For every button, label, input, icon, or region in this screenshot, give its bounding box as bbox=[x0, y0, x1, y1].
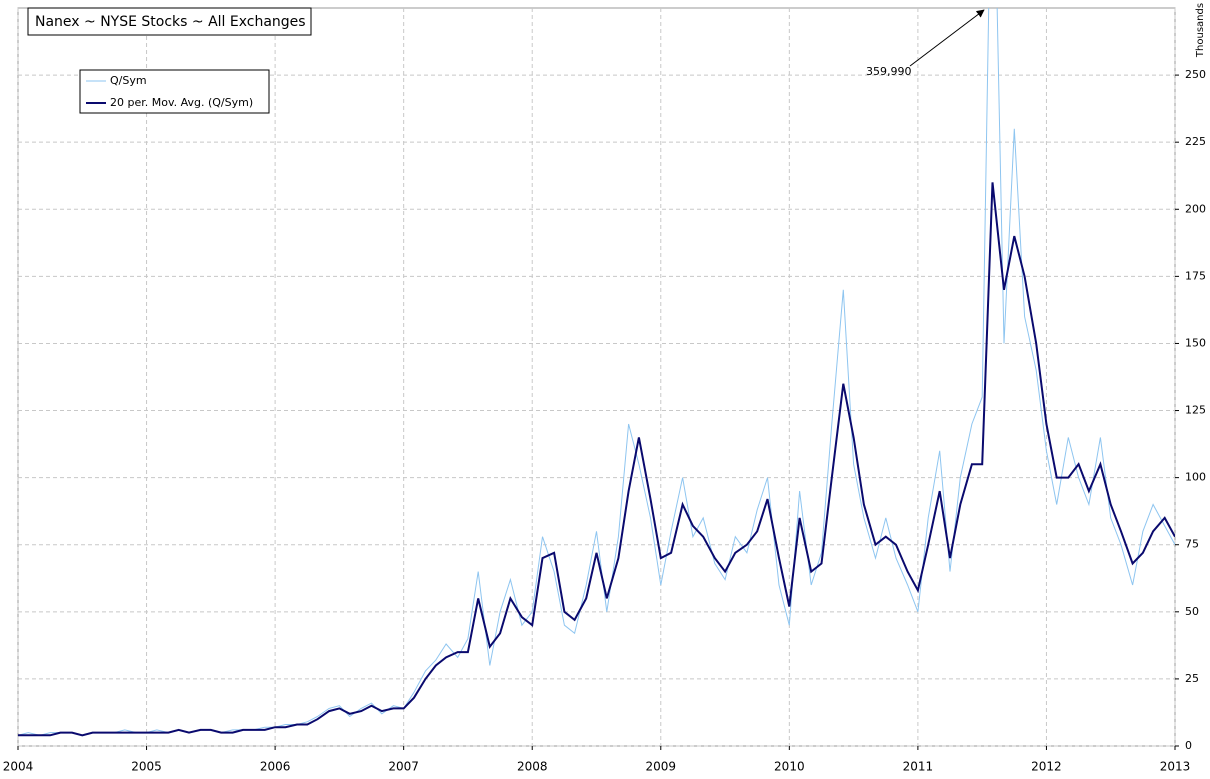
y-tick-label: 125 bbox=[1185, 404, 1206, 417]
x-tick-label: 2004 bbox=[3, 760, 34, 774]
x-tick-label: 2008 bbox=[517, 760, 548, 774]
annotation-arrow bbox=[909, 9, 985, 67]
y-tick-label: 25 bbox=[1185, 672, 1199, 685]
legend bbox=[79, 69, 270, 114]
y-tick-label: 200 bbox=[1185, 202, 1206, 215]
y-tick-label: 175 bbox=[1185, 269, 1206, 282]
y-tick-label: 250 bbox=[1185, 68, 1206, 81]
x-tick-label: 2013 bbox=[1160, 760, 1191, 774]
y-tick-label: 150 bbox=[1185, 336, 1206, 349]
legend-label: Q/Sym bbox=[110, 74, 147, 87]
plot-area bbox=[17, 7, 1176, 747]
x-tick-label: 2006 bbox=[260, 760, 291, 774]
y-axis-label: Thousands bbox=[1195, 3, 1206, 58]
x-tick-label: 2005 bbox=[131, 760, 162, 774]
x-tick-label: 2009 bbox=[646, 760, 677, 774]
annotation: 359,990 bbox=[866, 65, 912, 78]
y-tick-label: 225 bbox=[1185, 135, 1206, 148]
x-tick-label: 2010 bbox=[774, 760, 805, 774]
y-tick-label: 100 bbox=[1185, 471, 1206, 484]
y-tick-label: 50 bbox=[1185, 605, 1199, 618]
x-tick-label: 2011 bbox=[903, 760, 934, 774]
title-box bbox=[27, 7, 312, 36]
y-tick-label: 75 bbox=[1185, 538, 1199, 551]
x-tick-label: 2012 bbox=[1031, 760, 1062, 774]
chart-title: Nanex ~ NYSE Stocks ~ All Exchanges bbox=[35, 14, 306, 30]
legend-label: 20 per. Mov. Avg. (Q/Sym) bbox=[110, 96, 253, 109]
series-line bbox=[18, 182, 1175, 737]
y-tick-label: 0 bbox=[1185, 739, 1192, 752]
x-tick-label: 2007 bbox=[388, 760, 419, 774]
